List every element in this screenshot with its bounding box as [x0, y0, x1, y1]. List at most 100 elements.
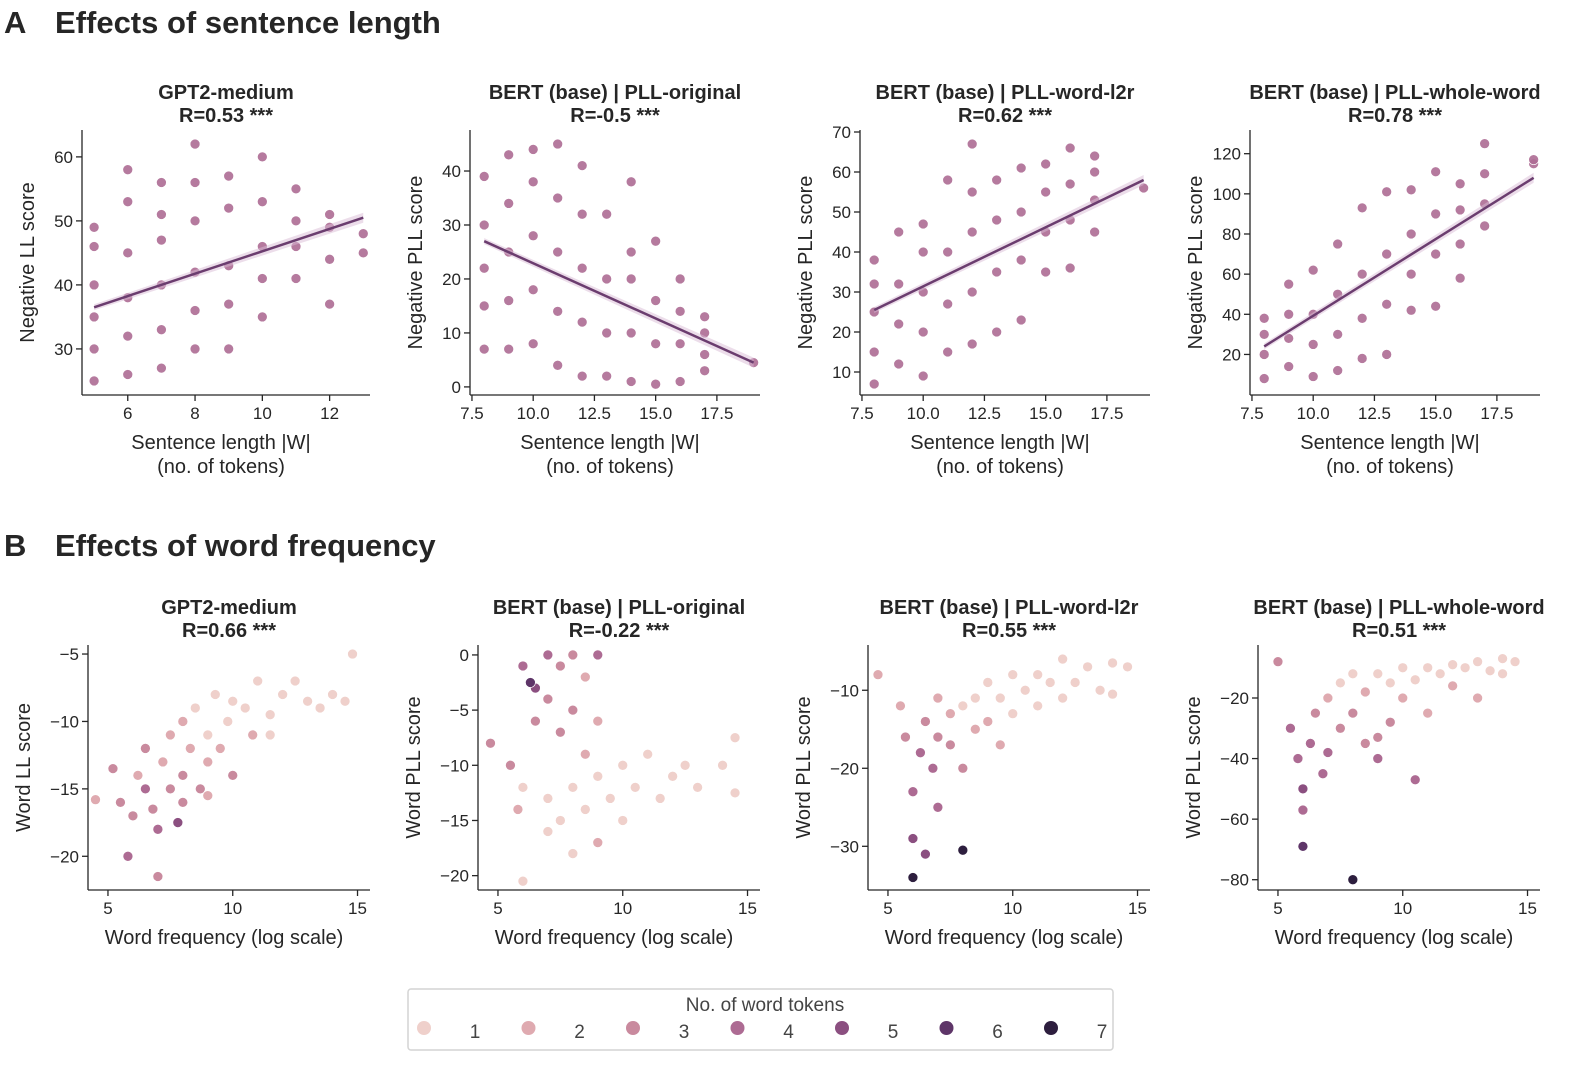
data-point [1297, 841, 1309, 852]
data-point [679, 759, 691, 771]
data-point [1409, 774, 1421, 786]
legend-marker [626, 1021, 640, 1035]
y-axis-label: Word PLL score [793, 696, 815, 838]
data-point [1032, 669, 1044, 680]
data-point [122, 247, 134, 259]
data-point [88, 375, 100, 387]
data-point [194, 783, 206, 795]
data-point [223, 343, 235, 355]
data-point [601, 327, 613, 339]
data-point [966, 338, 978, 350]
data-point [617, 759, 629, 771]
data-point [650, 338, 662, 350]
data-point [1258, 312, 1270, 324]
legend-label: 1 [470, 1022, 481, 1043]
data-point [223, 170, 235, 182]
data-point [629, 782, 641, 793]
x-tick-label: 15 [738, 899, 757, 918]
data-point [327, 689, 338, 700]
x-tick-label: 10 [1393, 899, 1412, 918]
data-point [1447, 659, 1459, 671]
data-point [969, 692, 981, 704]
data-point [1472, 692, 1483, 704]
data-point [1283, 361, 1295, 372]
data-point [942, 346, 954, 358]
data-point [917, 218, 929, 230]
data-point [357, 247, 369, 259]
data-point [1454, 272, 1466, 284]
y-tick-label: −10 [50, 712, 79, 731]
legend-marker [1044, 1021, 1058, 1035]
data-point [868, 378, 880, 390]
y-tick-label: −5 [450, 701, 469, 720]
data-point [189, 177, 201, 188]
y-tick-label: −15 [440, 811, 469, 830]
data-point [324, 209, 335, 220]
data-point [957, 844, 969, 856]
y-tick-label: −20 [440, 867, 469, 886]
data-point [601, 273, 613, 285]
data-point [1310, 707, 1321, 719]
y-tick-label: 50 [832, 203, 851, 222]
data-point [505, 759, 516, 771]
y-tick-label: −20 [50, 847, 79, 866]
data-point [654, 793, 666, 804]
y-tick-label: 30 [54, 340, 73, 359]
data-point [1258, 349, 1270, 360]
data-point [1430, 166, 1442, 178]
data-point [1422, 707, 1434, 719]
data-point [478, 300, 490, 312]
x-tick-label: 10 [223, 899, 242, 918]
data-point [324, 298, 335, 310]
data-point [1347, 874, 1359, 886]
data-point [717, 759, 728, 771]
x-tick-label: 8 [190, 404, 199, 423]
y-tick-label: 30 [832, 283, 851, 302]
data-point [542, 826, 554, 837]
data-point [920, 848, 931, 860]
data-point [567, 848, 579, 859]
data-point [555, 815, 566, 826]
x-tick-label: 10 [253, 404, 272, 423]
panel-subtitle: R=0.78 *** [1348, 105, 1442, 127]
data-point [991, 266, 1003, 278]
data-point [1479, 138, 1490, 150]
data-point [503, 343, 515, 355]
data-point [674, 273, 686, 285]
data-point [729, 732, 741, 744]
points [478, 138, 759, 390]
x-tick-label: 15.0 [639, 404, 672, 423]
data-point [1347, 707, 1359, 719]
legend-marker [521, 1021, 536, 1035]
x-tick-label: 12 [320, 404, 339, 423]
data-point [1019, 684, 1031, 696]
data-point [256, 273, 268, 284]
data-point [893, 278, 905, 290]
data-point [699, 311, 710, 323]
data-point [893, 318, 905, 330]
y-tick-label: −40 [1220, 750, 1249, 769]
x-axis-label-line2: (no. of tokens) [936, 456, 1064, 478]
legend-items: 1 2 3 4 5 6 7 [417, 1021, 1107, 1043]
data-point [290, 215, 302, 227]
data-point [1332, 329, 1344, 340]
data-point [1454, 204, 1466, 216]
x-tick-label: 15.0 [1029, 404, 1062, 423]
data-point [576, 160, 588, 171]
y-axis-label: Negative PLL score [1185, 176, 1207, 350]
data-point [289, 675, 301, 687]
legend-title: No. of word tokens [686, 995, 844, 1016]
y-tick-label: 20 [832, 323, 851, 342]
data-point [189, 215, 201, 227]
data-point [1332, 238, 1344, 250]
x-tick-label: 15 [1128, 899, 1147, 918]
data-point [604, 793, 616, 804]
data-point [674, 305, 686, 317]
data-point [592, 715, 604, 727]
x-tick-label: 6 [123, 404, 132, 423]
data-point [1405, 304, 1417, 316]
panel-title: GPT2-medium [158, 82, 294, 104]
data-point [122, 164, 134, 176]
data-point [1057, 653, 1069, 665]
